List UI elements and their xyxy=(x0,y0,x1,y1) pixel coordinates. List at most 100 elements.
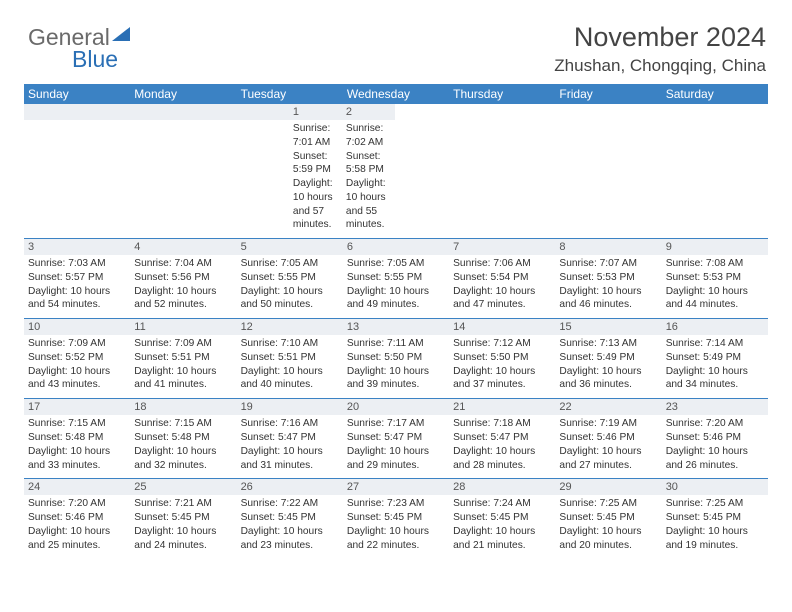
day-number: 30 xyxy=(662,479,768,495)
daylight-line: Daylight: 10 hours and 47 minutes. xyxy=(453,285,551,313)
day-cell xyxy=(236,120,289,238)
sunset-line: Sunset: 5:50 PM xyxy=(453,351,551,365)
daylight-line: Daylight: 10 hours and 22 minutes. xyxy=(347,525,445,553)
sunrise-line: Sunrise: 7:09 AM xyxy=(28,337,126,351)
day-number: 20 xyxy=(343,399,449,415)
day-cell: Sunrise: 7:20 AMSunset: 5:46 PMDaylight:… xyxy=(662,415,768,478)
sunrise-line: Sunrise: 7:24 AM xyxy=(453,497,551,511)
sunrise-line: Sunrise: 7:21 AM xyxy=(134,497,232,511)
sunrise-line: Sunrise: 7:15 AM xyxy=(134,417,232,431)
day-number: 8 xyxy=(555,239,661,255)
header-thursday: Thursday xyxy=(449,87,555,101)
calendar: Sunday Monday Tuesday Wednesday Thursday… xyxy=(24,84,768,558)
daylight-line: Daylight: 10 hours and 28 minutes. xyxy=(453,445,551,473)
day-number: 17 xyxy=(24,399,130,415)
daylight-line: Daylight: 10 hours and 25 minutes. xyxy=(28,525,126,553)
sunset-line: Sunset: 5:51 PM xyxy=(134,351,232,365)
sunset-line: Sunset: 5:51 PM xyxy=(241,351,339,365)
daylight-line: Daylight: 10 hours and 36 minutes. xyxy=(559,365,657,393)
day-cell xyxy=(183,120,236,238)
day-cell: Sunrise: 7:05 AMSunset: 5:55 PMDaylight:… xyxy=(237,255,343,318)
location-subtitle: Zhushan, Chongqing, China xyxy=(554,56,766,76)
day-cell: Sunrise: 7:22 AMSunset: 5:45 PMDaylight:… xyxy=(237,495,343,558)
day-cell: Sunrise: 7:25 AMSunset: 5:45 PMDaylight:… xyxy=(555,495,661,558)
calendar-week: 10111213141516Sunrise: 7:09 AMSunset: 5:… xyxy=(24,318,768,398)
day-cell: Sunrise: 7:06 AMSunset: 5:54 PMDaylight:… xyxy=(449,255,555,318)
day-cell: Sunrise: 7:01 AMSunset: 5:59 PMDaylight:… xyxy=(289,120,342,238)
daylight-line: Daylight: 10 hours and 19 minutes. xyxy=(666,525,764,553)
day-number: 10 xyxy=(24,319,130,335)
sunset-line: Sunset: 5:57 PM xyxy=(28,271,126,285)
day-number xyxy=(236,104,289,120)
day-number: 27 xyxy=(343,479,449,495)
week-daynum-row: 3456789 xyxy=(24,239,768,255)
calendar-header-row: Sunday Monday Tuesday Wednesday Thursday… xyxy=(24,84,768,104)
sunset-line: Sunset: 5:47 PM xyxy=(453,431,551,445)
week-body-row: Sunrise: 7:09 AMSunset: 5:52 PMDaylight:… xyxy=(24,335,768,398)
daylight-line: Daylight: 10 hours and 52 minutes. xyxy=(134,285,232,313)
day-number xyxy=(24,104,77,120)
page-title: November 2024 xyxy=(574,22,766,53)
header-friday: Friday xyxy=(555,87,661,101)
week-body-row: Sunrise: 7:01 AMSunset: 5:59 PMDaylight:… xyxy=(24,120,395,238)
sunset-line: Sunset: 5:55 PM xyxy=(241,271,339,285)
sunset-line: Sunset: 5:53 PM xyxy=(666,271,764,285)
sunset-line: Sunset: 5:47 PM xyxy=(241,431,339,445)
daylight-line: Daylight: 10 hours and 54 minutes. xyxy=(28,285,126,313)
day-cell: Sunrise: 7:16 AMSunset: 5:47 PMDaylight:… xyxy=(237,415,343,478)
sunset-line: Sunset: 5:58 PM xyxy=(346,150,391,178)
day-cell: Sunrise: 7:15 AMSunset: 5:48 PMDaylight:… xyxy=(24,415,130,478)
day-number: 24 xyxy=(24,479,130,495)
sunset-line: Sunset: 5:59 PM xyxy=(293,150,338,178)
day-cell xyxy=(130,120,183,238)
day-number: 13 xyxy=(343,319,449,335)
day-cell: Sunrise: 7:08 AMSunset: 5:53 PMDaylight:… xyxy=(662,255,768,318)
day-cell: Sunrise: 7:07 AMSunset: 5:53 PMDaylight:… xyxy=(555,255,661,318)
sunrise-line: Sunrise: 7:20 AM xyxy=(28,497,126,511)
day-number: 12 xyxy=(237,319,343,335)
sunset-line: Sunset: 5:47 PM xyxy=(347,431,445,445)
week-daynum-row: 17181920212223 xyxy=(24,399,768,415)
daylight-line: Daylight: 10 hours and 49 minutes. xyxy=(347,285,445,313)
sunrise-line: Sunrise: 7:01 AM xyxy=(293,122,338,150)
day-cell: Sunrise: 7:09 AMSunset: 5:52 PMDaylight:… xyxy=(24,335,130,398)
daylight-line: Daylight: 10 hours and 31 minutes. xyxy=(241,445,339,473)
day-number: 28 xyxy=(449,479,555,495)
daylight-line: Daylight: 10 hours and 27 minutes. xyxy=(559,445,657,473)
day-cell: Sunrise: 7:14 AMSunset: 5:49 PMDaylight:… xyxy=(662,335,768,398)
logo-text-blue: Blue xyxy=(72,46,118,73)
header-wednesday: Wednesday xyxy=(343,87,449,101)
day-cell: Sunrise: 7:13 AMSunset: 5:49 PMDaylight:… xyxy=(555,335,661,398)
sunset-line: Sunset: 5:45 PM xyxy=(134,511,232,525)
week-body-row: Sunrise: 7:03 AMSunset: 5:57 PMDaylight:… xyxy=(24,255,768,318)
calendar-week: 24252627282930Sunrise: 7:20 AMSunset: 5:… xyxy=(24,478,768,558)
sunrise-line: Sunrise: 7:25 AM xyxy=(666,497,764,511)
day-number: 7 xyxy=(449,239,555,255)
sunrise-line: Sunrise: 7:17 AM xyxy=(347,417,445,431)
day-cell: Sunrise: 7:23 AMSunset: 5:45 PMDaylight:… xyxy=(343,495,449,558)
sunset-line: Sunset: 5:45 PM xyxy=(241,511,339,525)
day-number: 14 xyxy=(449,319,555,335)
day-cell: Sunrise: 7:03 AMSunset: 5:57 PMDaylight:… xyxy=(24,255,130,318)
sunrise-line: Sunrise: 7:07 AM xyxy=(559,257,657,271)
week-body-row: Sunrise: 7:20 AMSunset: 5:46 PMDaylight:… xyxy=(24,495,768,558)
sunset-line: Sunset: 5:54 PM xyxy=(453,271,551,285)
sunset-line: Sunset: 5:55 PM xyxy=(347,271,445,285)
day-cell: Sunrise: 7:18 AMSunset: 5:47 PMDaylight:… xyxy=(449,415,555,478)
header-monday: Monday xyxy=(130,87,236,101)
daylight-line: Daylight: 10 hours and 41 minutes. xyxy=(134,365,232,393)
day-number: 6 xyxy=(343,239,449,255)
day-number: 23 xyxy=(662,399,768,415)
day-cell xyxy=(24,120,77,238)
calendar-week: 3456789Sunrise: 7:03 AMSunset: 5:57 PMDa… xyxy=(24,238,768,318)
day-number: 21 xyxy=(449,399,555,415)
day-number: 5 xyxy=(237,239,343,255)
day-cell: Sunrise: 7:02 AMSunset: 5:58 PMDaylight:… xyxy=(342,120,395,238)
sunset-line: Sunset: 5:45 PM xyxy=(347,511,445,525)
day-cell: Sunrise: 7:04 AMSunset: 5:56 PMDaylight:… xyxy=(130,255,236,318)
week-body-row: Sunrise: 7:15 AMSunset: 5:48 PMDaylight:… xyxy=(24,415,768,478)
day-cell: Sunrise: 7:24 AMSunset: 5:45 PMDaylight:… xyxy=(449,495,555,558)
sunrise-line: Sunrise: 7:13 AM xyxy=(559,337,657,351)
daylight-line: Daylight: 10 hours and 34 minutes. xyxy=(666,365,764,393)
logo-sail-icon xyxy=(112,27,130,41)
